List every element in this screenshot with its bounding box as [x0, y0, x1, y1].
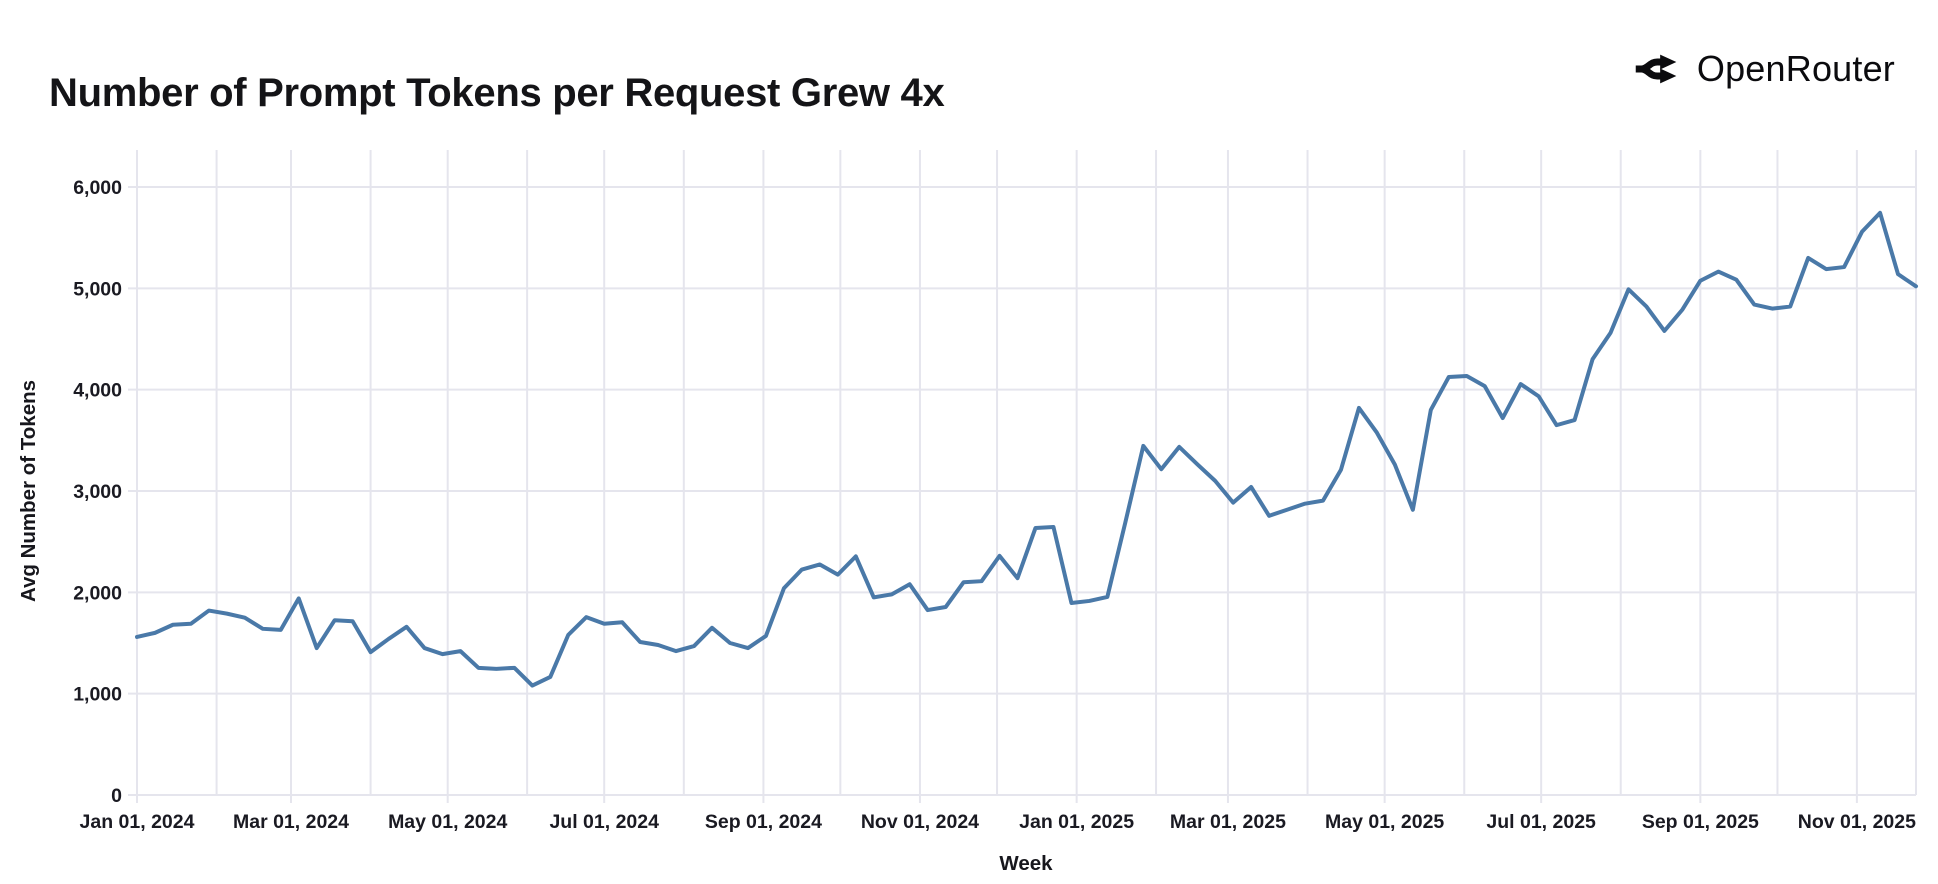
- y-tick-label: 6,000: [73, 177, 122, 199]
- y-tick-label: 5,000: [73, 278, 122, 300]
- y-tick-label: 0: [111, 785, 122, 807]
- x-tick-label: Mar 01, 2024: [233, 811, 349, 833]
- page-title: Number of Prompt Tokens per Request Grew…: [49, 70, 945, 115]
- x-tick-label: Jul 01, 2024: [549, 811, 659, 833]
- x-tick-label: Sep 01, 2024: [705, 811, 822, 833]
- openrouter-logo-icon: [1635, 54, 1677, 84]
- x-tick-label: May 01, 2024: [388, 811, 507, 833]
- y-tick-label: 2,000: [73, 582, 122, 604]
- x-tick-label: Jul 01, 2025: [1486, 811, 1596, 833]
- x-tick-label: Nov 01, 2024: [861, 811, 979, 833]
- brand: OpenRouter: [1630, 42, 1895, 96]
- y-tick-label: 3,000: [73, 481, 122, 503]
- y-tick-label: 4,000: [73, 380, 122, 402]
- y-axis-title: Avg Number of Tokens: [17, 379, 40, 603]
- x-tick-label: Jan 01, 2024: [80, 811, 195, 833]
- brand-name: OpenRouter: [1696, 48, 1895, 89]
- x-tick-label: Nov 01, 2025: [1798, 811, 1916, 833]
- x-tick-label: May 01, 2025: [1325, 811, 1444, 833]
- x-tick-label: Mar 01, 2025: [1170, 811, 1286, 833]
- x-tick-label: Sep 01, 2025: [1642, 811, 1759, 833]
- x-axis-title: Week: [999, 852, 1053, 875]
- x-tick-label: Jan 01, 2025: [1019, 811, 1134, 833]
- data-line: [135, 210, 1918, 688]
- y-tick-label: 1,000: [73, 684, 122, 706]
